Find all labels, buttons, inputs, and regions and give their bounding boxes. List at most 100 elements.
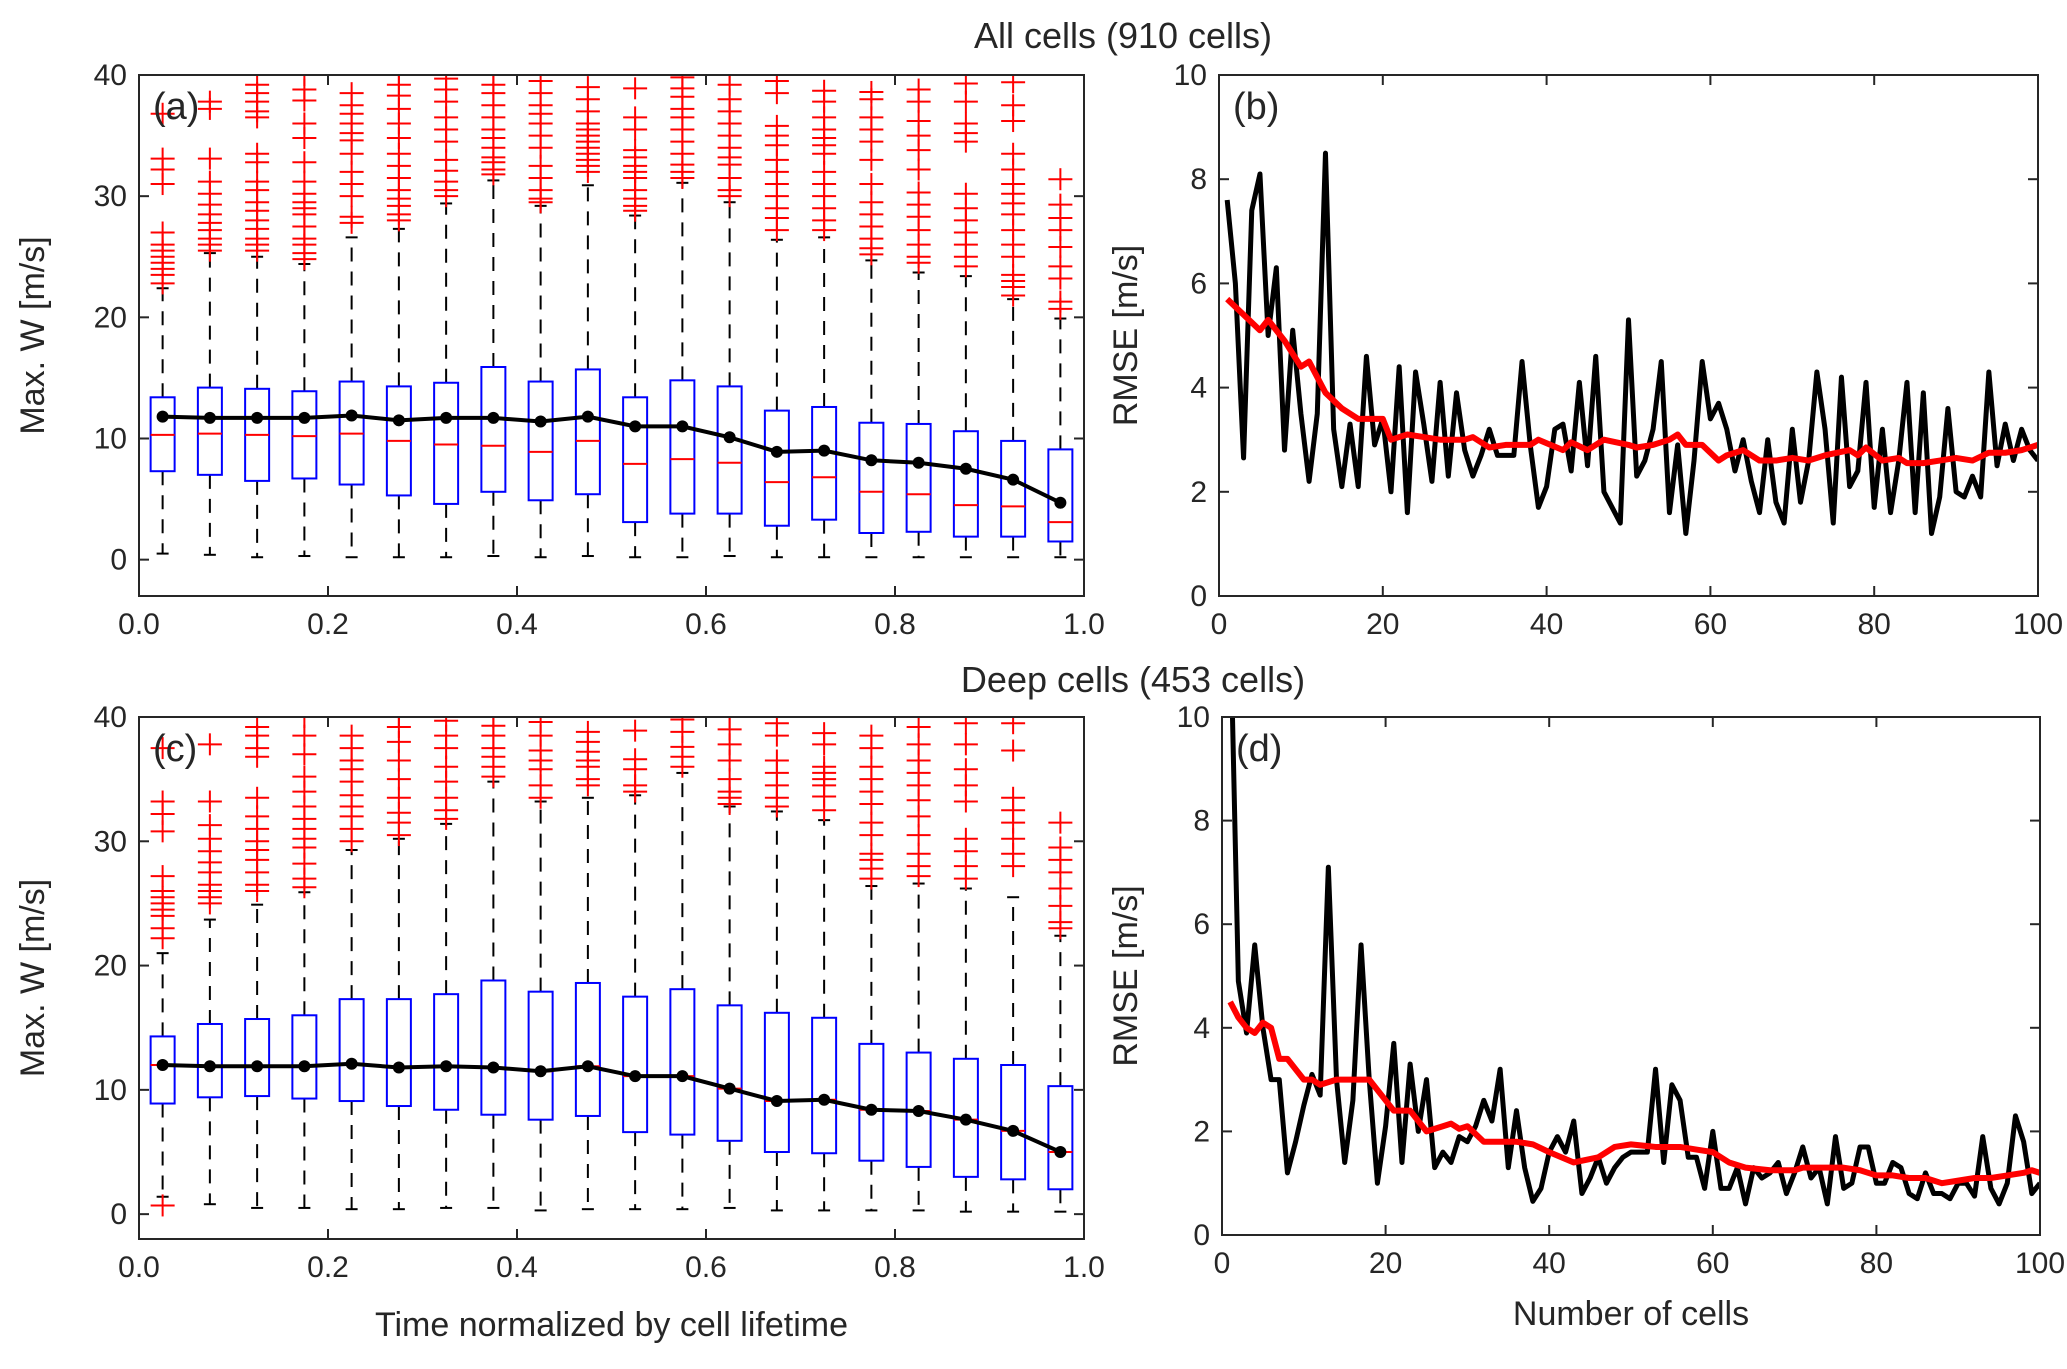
- outlier-marker: [906, 158, 931, 181]
- box-14: [763, 717, 790, 1212]
- y-tick-label: 0: [1193, 1219, 1210, 1252]
- box-7: [433, 75, 460, 559]
- outlier-marker: [953, 255, 978, 278]
- iqr-box: [574, 368, 601, 496]
- x-tick-label: 0.4: [496, 1251, 538, 1284]
- outlier-marker: [481, 163, 506, 186]
- outlier-marker: [953, 790, 978, 813]
- outlier-marker: [386, 824, 411, 847]
- x-tick-label: 60: [1696, 1247, 1729, 1280]
- box-3: [244, 75, 271, 559]
- panel-c: 0.0 0.2 0.4 0.6 0.8 1.0 0 10 20 30 40 (c) Max. W [m/…: [14, 701, 1105, 1344]
- outlier-marker: [1001, 110, 1026, 133]
- y-tick-label: 10: [94, 422, 127, 455]
- y-tick-label: 10: [1177, 701, 1210, 734]
- outlier-marker: [717, 185, 742, 208]
- outlier-marker: [953, 130, 978, 153]
- y-axis-label: RMSE [m/s]: [1107, 885, 1145, 1066]
- x-tick-label: 100: [2015, 1247, 2065, 1280]
- x-tick-label: 0.0: [118, 608, 160, 641]
- mean-point: [865, 1103, 878, 1116]
- mean-point: [345, 409, 358, 422]
- x-axis-label: Number of cells: [1513, 1295, 1749, 1333]
- x-tick-label: 20: [1369, 1247, 1402, 1280]
- x-tick-label: 80: [1860, 1247, 1893, 1280]
- box-10: [574, 76, 601, 558]
- iqr-box: [480, 366, 507, 493]
- outlier-marker: [859, 793, 884, 815]
- outlier-marker: [339, 185, 364, 208]
- x-tick-label: 20: [1366, 608, 1399, 641]
- outlier-marker: [245, 106, 270, 129]
- box-9: [527, 75, 554, 559]
- outlier-marker: [197, 892, 222, 915]
- outlier-marker: [197, 147, 222, 170]
- iqr-box: [338, 998, 365, 1103]
- mean-point: [959, 1113, 972, 1126]
- y-axis-label: Max. W [m/s]: [14, 879, 52, 1077]
- outlier-marker: [859, 824, 884, 847]
- mean-point: [298, 411, 311, 424]
- panel-label: (a): [153, 86, 199, 128]
- iqr-box: [952, 430, 979, 538]
- iqr-box: [1047, 448, 1074, 543]
- x-tick-label: 0: [1211, 608, 1228, 641]
- x-tick-label: 0.6: [685, 1251, 727, 1284]
- outlier-marker: [764, 724, 789, 747]
- mean-point: [156, 1059, 169, 1071]
- x-axis-label: Time normalized by cell lifetime: [375, 1306, 848, 1344]
- outlier-marker: [386, 730, 411, 753]
- box-18: [952, 717, 979, 1213]
- outlier-marker: [150, 102, 175, 125]
- x-tick-label: 40: [1530, 608, 1563, 641]
- outlier-marker: [434, 185, 459, 208]
- iqr-box: [149, 1035, 176, 1105]
- mean-point: [1007, 473, 1020, 486]
- x-tick-label: 100: [2013, 608, 2063, 641]
- panel-label: (c): [153, 728, 197, 770]
- outlier-marker: [906, 805, 931, 828]
- y-tick-label: 6: [1190, 267, 1207, 300]
- outlier-marker: [481, 765, 506, 788]
- box-3: [244, 717, 271, 1209]
- y-tick-label: 30: [94, 825, 127, 858]
- outlier-marker: [859, 737, 884, 760]
- mean-point: [912, 1104, 925, 1117]
- running-mean-line: [1225, 296, 2038, 467]
- y-axis-label: Max. W [m/s]: [14, 236, 52, 434]
- mean-point: [1054, 496, 1067, 509]
- y-tick-label: 0: [110, 544, 127, 577]
- mean-point: [251, 1060, 264, 1073]
- box-1: [149, 102, 176, 555]
- box-8: [480, 717, 507, 1209]
- iqr-box: [196, 386, 223, 476]
- mean-point: [345, 1057, 358, 1070]
- box-13: [716, 75, 743, 558]
- iqr-box: [196, 1022, 223, 1099]
- outlier-marker: [292, 248, 317, 271]
- y-tick-label: 8: [1193, 805, 1210, 838]
- plot-area: [149, 75, 1074, 559]
- outlier-marker: [906, 865, 931, 888]
- box-20: [1047, 811, 1074, 1213]
- iqr-box: [669, 988, 696, 1136]
- x-tick-label: 0.0: [118, 1251, 160, 1284]
- outlier-marker: [764, 82, 789, 105]
- outlier-marker: [859, 243, 884, 266]
- box-4: [291, 717, 318, 1209]
- x-tick-label: 80: [1858, 608, 1891, 641]
- y-tick-label: 4: [1190, 372, 1207, 405]
- mean-point: [298, 1060, 311, 1073]
- outlier-marker: [670, 166, 695, 189]
- iqr-box: [527, 990, 554, 1121]
- outlier-marker: [528, 191, 553, 214]
- panel-label: (b): [1233, 86, 1279, 128]
- outlier-marker: [623, 719, 648, 742]
- box-8: [480, 75, 507, 558]
- outlier-marker: [150, 927, 175, 950]
- outlier-marker: [623, 77, 648, 100]
- y-tick-label: 10: [1174, 59, 1207, 92]
- y-axis-label: RMSE [m/s]: [1107, 245, 1145, 426]
- mean-point: [676, 420, 689, 433]
- outlier-marker: [292, 717, 317, 728]
